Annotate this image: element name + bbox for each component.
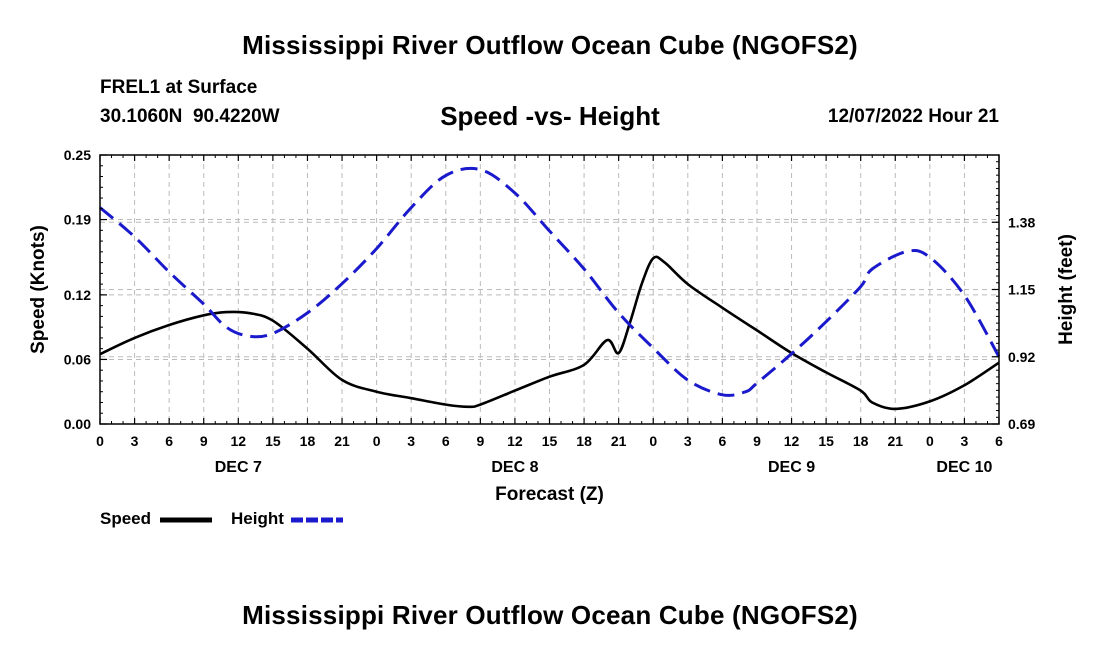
forecast-time: 12/07/2022 Hour 21: [827, 106, 999, 127]
chart-title: Speed -vs- Height: [440, 101, 660, 131]
x-tick-label: 6: [718, 433, 726, 449]
x-tick-label: 15: [542, 433, 558, 449]
y-tick-label: 0.12: [64, 287, 91, 303]
x-tick-label: 0: [926, 433, 934, 449]
main-title: Mississippi River Outflow Ocean Cube (NG…: [242, 30, 858, 60]
legend-speed-label: Speed: [100, 509, 152, 528]
legend-height-label: Height: [231, 509, 284, 528]
axis-labels: 0 3 6 9 12 15 18 21 0 3 6 9 12 15 18 21 0 3 6 9 12 15 18 21 0 3 60…: [28, 147, 1077, 505]
x-tick-label: 18: [300, 433, 316, 449]
x-tick-label: 15: [265, 433, 281, 449]
axis-ticks: [99, 154, 1000, 425]
x-tick-label: 3: [407, 433, 415, 449]
x-tick-label: 6: [442, 433, 450, 449]
x-tick-label: 9: [200, 433, 208, 449]
grid: [100, 155, 999, 424]
x-tick-label: 18: [853, 433, 869, 449]
x-tick-label: 3: [131, 433, 139, 449]
y2-tick-label: 0.92: [1008, 349, 1035, 365]
y2-tick-label: 1.38: [1008, 214, 1035, 230]
day-label: DEC 7: [215, 459, 262, 476]
x-tick-label: 12: [507, 433, 523, 449]
x-tick-label: 0: [649, 433, 657, 449]
x-tick-label: 6: [165, 433, 173, 449]
y-tick-label: 0.00: [64, 416, 91, 432]
series-line-height: [99, 166, 1001, 397]
y-axis-title: Speed (Knots): [28, 225, 49, 354]
series-line-speed: [99, 255, 1000, 411]
y-tick-label: 0.25: [64, 147, 91, 163]
day-label: DEC 9: [768, 459, 815, 476]
day-label: DEC 10: [936, 459, 992, 476]
x-tick-label: 3: [684, 433, 692, 449]
y2-tick-label: 1.15: [1008, 282, 1035, 298]
y-tick-label: 0.06: [64, 351, 91, 367]
x-tick-label: 0: [373, 433, 381, 449]
y2-axis-title: Height (feet): [1056, 234, 1077, 345]
bottom-title: Mississippi River Outflow Ocean Cube (NG…: [242, 600, 858, 630]
station-name: FREL1 at Surface: [100, 77, 258, 98]
x-tick-label: 12: [784, 433, 800, 449]
x-tick-label: 9: [476, 433, 484, 449]
x-axis-title: Forecast (Z): [495, 484, 604, 505]
station-coords: 30.1060N 90.4220W: [100, 106, 280, 127]
x-tick-label: 0: [96, 433, 104, 449]
x-tick-label: 21: [334, 433, 350, 449]
x-tick-label: 9: [753, 433, 761, 449]
x-tick-label: 12: [231, 433, 247, 449]
x-tick-label: 3: [961, 433, 969, 449]
x-tick-label: 18: [576, 433, 592, 449]
x-tick-label: 21: [887, 433, 903, 449]
x-tick-label: 15: [818, 433, 834, 449]
day-label: DEC 8: [491, 459, 538, 476]
y2-tick-label: 0.69: [1008, 416, 1035, 432]
x-tick-label: 6: [995, 433, 1003, 449]
y-tick-label: 0.19: [64, 212, 91, 228]
x-tick-label: 21: [611, 433, 627, 449]
series-lines: [99, 166, 1001, 411]
